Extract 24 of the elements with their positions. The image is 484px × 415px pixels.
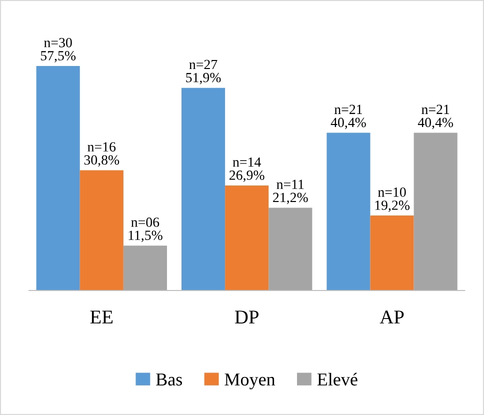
data-label: n=06 11,5% (128, 218, 162, 242)
legend-label: Moyen (224, 374, 276, 390)
bar (225, 185, 269, 290)
x-tick-label: DP (234, 310, 258, 324)
bar (268, 208, 312, 290)
bar (123, 246, 167, 290)
data-label: n=11 21,2% (273, 180, 308, 204)
data-label: n=30 57,5% (40, 38, 76, 62)
bar (182, 88, 226, 290)
data-label: n=21 40,4% (330, 104, 366, 130)
legend-label: Bas (156, 374, 182, 386)
bar (414, 132, 458, 290)
bar (80, 170, 124, 290)
data-label: n=27 51,9% (186, 60, 221, 84)
data-label: n=10 19,2% (375, 187, 410, 212)
data-label: n=14 26,9% (230, 157, 264, 182)
x-tick-label: EE (90, 310, 113, 324)
bar (370, 216, 414, 290)
legend-label: Elevé (317, 372, 358, 386)
data-label: n=21 40,4% (418, 104, 454, 130)
bar (326, 132, 370, 290)
x-tick-label: AP (380, 310, 404, 324)
bar (36, 66, 80, 290)
data-label: n=16 30,8% (84, 142, 120, 167)
